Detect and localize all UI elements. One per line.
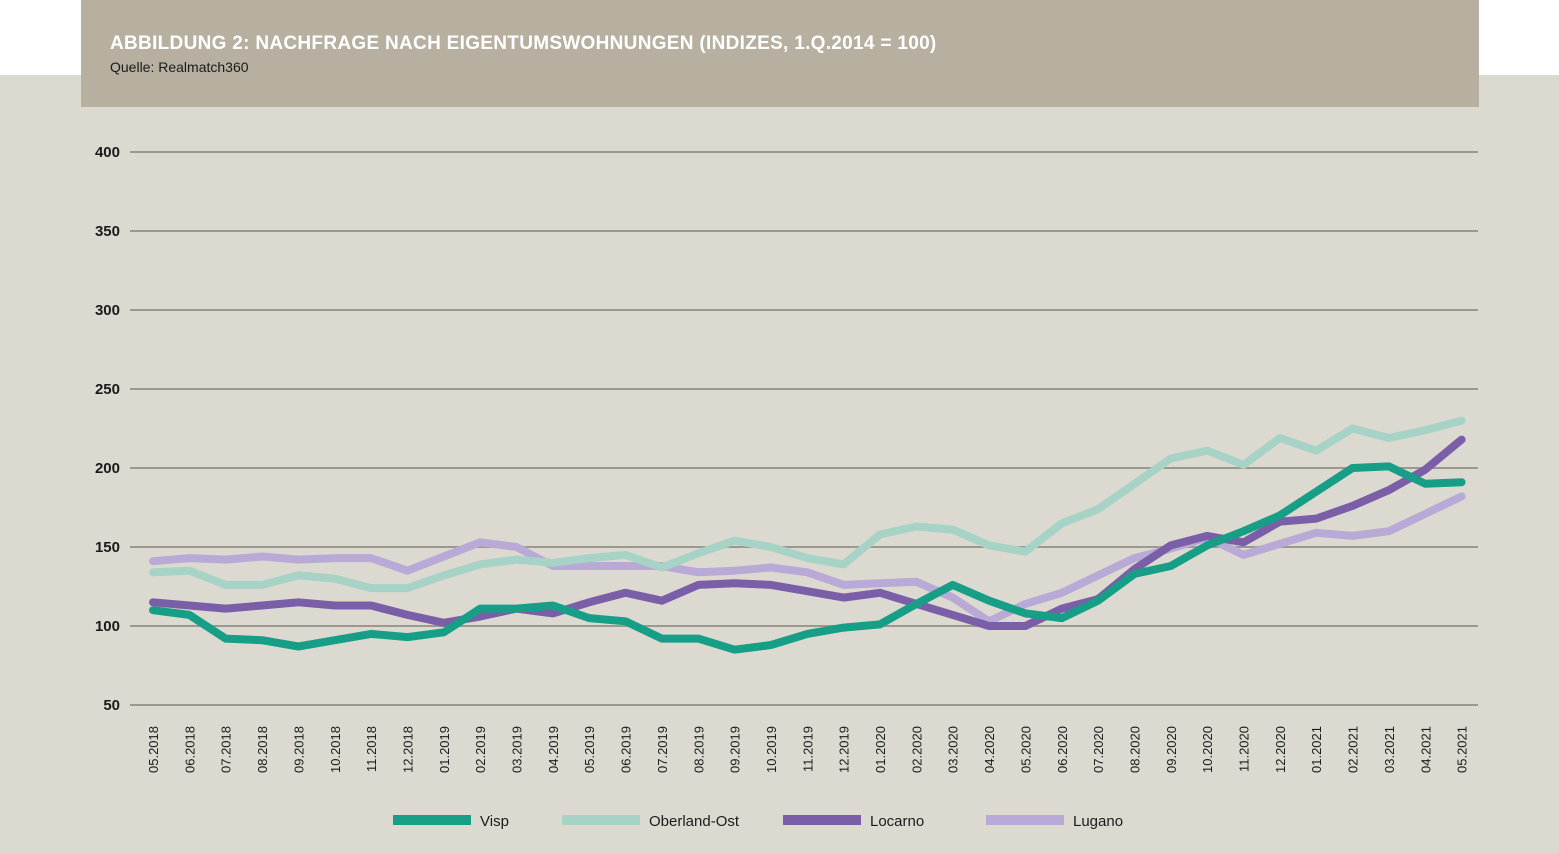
legend-label: Visp [480, 813, 509, 830]
legend-label: Oberland-Ost [649, 813, 740, 830]
y-tick-label: 300 [95, 302, 120, 319]
y-tick-label: 350 [95, 223, 120, 240]
x-tick-label: 06.2019 [619, 726, 634, 773]
x-tick-label: 08.2019 [691, 726, 706, 773]
x-tick-label: 10.2019 [764, 726, 779, 773]
x-tick-label: 03.2019 [510, 726, 525, 773]
x-axis: 05.2018 06.2018 07.2018 08.2018 09.2018 10.20… [146, 726, 1470, 773]
x-tick-label: 05.2020 [1018, 726, 1033, 773]
x-tick-label: 07.2019 [655, 726, 670, 773]
chart-header: ABBILDUNG 2: NACHFRAGE NACH EIGENTUMSWOH… [81, 0, 1479, 107]
x-tick-label: 09.2018 [291, 726, 306, 773]
x-tick-label: 12.2018 [400, 726, 415, 773]
x-tick-label: 11.2020 [1237, 726, 1252, 772]
x-tick-label: 11.2018 [364, 726, 379, 772]
legend: Visp Oberland-Ost Locarno Lugano [393, 813, 1123, 830]
x-tick-label: 05.2021 [1455, 726, 1470, 773]
series-line-lugano [149, 492, 1466, 626]
x-tick-label: 08.2018 [255, 726, 270, 773]
y-tick-label: 50 [103, 697, 120, 714]
grid-lines [130, 151, 1478, 706]
x-tick-label: 05.2018 [146, 726, 161, 773]
x-tick-label: 04.2020 [982, 726, 997, 773]
legend-label: Locarno [870, 813, 924, 830]
x-tick-label: 02.2021 [1346, 726, 1361, 773]
y-axis: 400 350 300 250 200 150 100 50 [95, 144, 120, 714]
chart-source: Quelle: Realmatch360 [110, 59, 249, 75]
x-tick-label: 01.2020 [873, 726, 888, 773]
legend-swatch [783, 815, 861, 825]
chart-panel [0, 75, 1559, 853]
legend-label: Lugano [1073, 813, 1123, 830]
series-lines [149, 416, 1466, 654]
x-tick-label: 09.2019 [728, 726, 743, 773]
x-tick-label: 07.2018 [219, 726, 234, 773]
x-tick-label: 04.2019 [546, 726, 561, 773]
series-line-oberland-ost [149, 416, 1466, 593]
x-tick-label: 01.2019 [437, 726, 452, 773]
x-tick-label: 07.2020 [1091, 726, 1106, 773]
legend-swatch [986, 815, 1064, 825]
x-tick-label: 10.2018 [328, 726, 343, 773]
legend-swatch [562, 815, 640, 825]
x-tick-label: 09.2020 [1164, 726, 1179, 773]
x-tick-label: 06.2018 [182, 726, 197, 773]
x-tick-label: 08.2020 [1127, 726, 1142, 773]
x-tick-label: 03.2021 [1382, 726, 1397, 773]
x-tick-label: 06.2020 [1055, 726, 1070, 773]
x-tick-label: 05.2019 [582, 726, 597, 773]
x-tick-label: 02.2019 [473, 726, 488, 773]
series-line-locarno [149, 435, 1466, 630]
x-tick-label: 11.2019 [800, 726, 815, 772]
x-tick-label: 03.2020 [946, 726, 961, 773]
y-tick-label: 200 [95, 460, 120, 477]
x-tick-label: 02.2020 [909, 726, 924, 773]
y-tick-label: 100 [95, 618, 120, 635]
y-tick-label: 150 [95, 539, 120, 556]
y-tick-label: 400 [95, 144, 120, 161]
x-tick-label: 10.2020 [1200, 726, 1215, 773]
x-tick-label: 12.2019 [837, 726, 852, 773]
y-tick-label: 250 [95, 381, 120, 398]
x-tick-label: 04.2021 [1418, 726, 1433, 773]
x-tick-label: 01.2021 [1309, 726, 1324, 773]
legend-swatch [393, 815, 471, 825]
series-line-visp [149, 462, 1466, 654]
x-tick-label: 12.2020 [1273, 726, 1288, 773]
chart-title: ABBILDUNG 2: NACHFRAGE NACH EIGENTUMSWOH… [110, 33, 937, 54]
